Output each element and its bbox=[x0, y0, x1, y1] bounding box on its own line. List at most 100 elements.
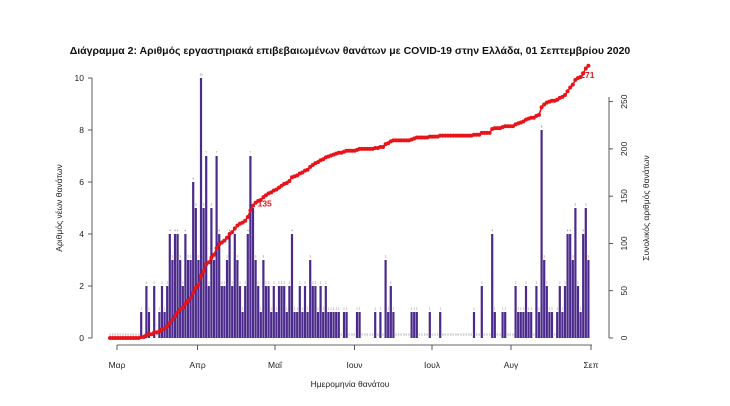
bar bbox=[327, 312, 330, 338]
bar-value-label: 1 bbox=[242, 307, 244, 311]
bar bbox=[246, 234, 249, 338]
bar bbox=[153, 286, 156, 338]
bar bbox=[379, 312, 382, 338]
left-y-axis: 0 2 4 6 8 10 bbox=[75, 73, 93, 343]
bar bbox=[249, 156, 252, 338]
line-annotation: 135 bbox=[258, 198, 272, 208]
bar-value-label: 3 bbox=[543, 255, 545, 259]
bar-value-label: 1 bbox=[473, 307, 475, 311]
line-point bbox=[214, 246, 219, 251]
bar bbox=[355, 312, 359, 338]
bar bbox=[205, 156, 208, 338]
line-point bbox=[287, 179, 292, 184]
bar-value-label: 1 bbox=[270, 307, 272, 311]
bar-value-label: 2 bbox=[304, 281, 306, 285]
bar bbox=[587, 260, 590, 338]
bar bbox=[176, 234, 179, 338]
bar bbox=[571, 260, 574, 338]
bar-value-label: 1 bbox=[302, 307, 304, 311]
bar-value-label: 2 bbox=[257, 281, 259, 285]
bar bbox=[197, 260, 200, 338]
bar-value-label: 4 bbox=[491, 229, 493, 233]
bar bbox=[316, 312, 320, 338]
bar bbox=[280, 286, 283, 338]
bar-value-label: 0 bbox=[367, 333, 369, 337]
bar-value-label: 0 bbox=[382, 333, 384, 337]
bar bbox=[166, 286, 169, 338]
bar bbox=[563, 286, 567, 338]
bar-value-label: 4 bbox=[185, 229, 187, 233]
bar-value-label: 0 bbox=[127, 333, 129, 337]
bar-value-label: 7 bbox=[216, 151, 218, 155]
bar bbox=[257, 286, 260, 338]
bar bbox=[168, 234, 171, 338]
bar-value-label: 4 bbox=[177, 229, 179, 233]
left-y-tick-label: 0 bbox=[79, 333, 84, 343]
bar-value-label: 0 bbox=[468, 333, 470, 337]
bar bbox=[522, 312, 525, 338]
bar bbox=[374, 312, 377, 338]
bar bbox=[233, 234, 236, 338]
bar-value-label: 1 bbox=[294, 307, 296, 311]
annotations: 135 271 bbox=[258, 70, 595, 209]
bar-value-label: 1 bbox=[387, 307, 389, 311]
bar bbox=[504, 312, 507, 338]
line-point bbox=[188, 296, 193, 301]
bar-value-label: 3 bbox=[172, 255, 174, 259]
bar-value-label: 0 bbox=[452, 333, 454, 337]
bar bbox=[163, 312, 166, 338]
x-tick-label: Μαρ bbox=[109, 360, 126, 370]
bar bbox=[558, 286, 561, 338]
bar-value-label: 2 bbox=[283, 281, 285, 285]
bar-value-label: 3 bbox=[237, 255, 239, 259]
bar-value-label: 5 bbox=[211, 203, 213, 207]
bar-value-label: 0 bbox=[395, 333, 397, 337]
bar bbox=[517, 312, 520, 338]
line-point bbox=[167, 320, 172, 325]
bar-value-label: 4 bbox=[229, 229, 231, 233]
bar bbox=[384, 260, 387, 338]
bar-value-label: 2 bbox=[577, 281, 579, 285]
bar-value-label: 2 bbox=[273, 281, 275, 285]
bar bbox=[493, 312, 496, 338]
bar-value-label: 1 bbox=[411, 307, 413, 311]
bar-value-label: 0 bbox=[507, 333, 509, 337]
x-tick-label: Ιουν bbox=[347, 360, 363, 370]
bar-value-label: 1 bbox=[333, 307, 335, 311]
line-point bbox=[193, 285, 198, 290]
bar bbox=[147, 312, 151, 338]
bar bbox=[524, 286, 528, 338]
line-point bbox=[243, 218, 248, 223]
bar bbox=[309, 260, 312, 338]
bar-value-label: 1 bbox=[562, 307, 564, 311]
bar-value-label: 4 bbox=[234, 229, 236, 233]
bar-value-label: 1 bbox=[260, 307, 262, 311]
bar bbox=[472, 312, 476, 338]
bar bbox=[283, 286, 286, 338]
bar-value-label: 0 bbox=[458, 333, 460, 337]
bar-value-label: 4 bbox=[218, 229, 220, 233]
bar bbox=[288, 286, 291, 338]
line-point bbox=[586, 63, 591, 68]
bar-value-label: 0 bbox=[135, 333, 137, 337]
bar-value-label: 3 bbox=[255, 255, 257, 259]
bar bbox=[428, 312, 431, 338]
bar bbox=[501, 312, 504, 338]
bar-value-label: 2 bbox=[182, 281, 184, 285]
x-tick-label: Ιουλ bbox=[424, 360, 441, 370]
bar bbox=[392, 312, 395, 338]
bar bbox=[566, 234, 569, 338]
line-point bbox=[175, 310, 180, 315]
bar-value-label: 1 bbox=[330, 307, 332, 311]
bar-value-label: 6 bbox=[192, 177, 194, 181]
line-point bbox=[568, 85, 573, 90]
bar-value-label: 1 bbox=[148, 307, 150, 311]
bar-value-label: 0 bbox=[364, 333, 366, 337]
bar-value-label: 0 bbox=[497, 333, 499, 337]
bar-value-label: 2 bbox=[166, 281, 168, 285]
bar bbox=[535, 286, 538, 338]
bar bbox=[314, 286, 317, 338]
bar-value-label: 1 bbox=[338, 307, 340, 311]
bar-value-label: 2 bbox=[312, 281, 314, 285]
bar bbox=[194, 208, 197, 338]
